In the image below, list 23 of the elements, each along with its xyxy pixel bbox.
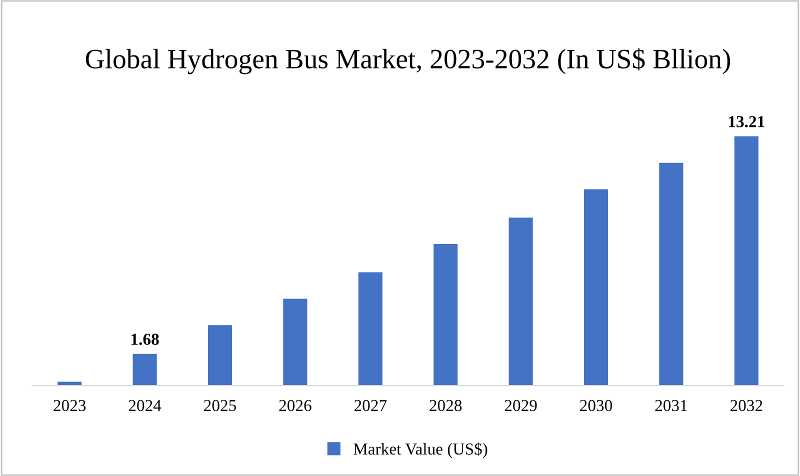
x-tick-label: 2032 — [730, 400, 762, 412]
x-tick-label: 2028 — [430, 400, 462, 412]
bar — [659, 162, 684, 386]
bar — [508, 218, 533, 386]
x-tick-label: 2031 — [655, 400, 687, 412]
bar — [734, 136, 758, 386]
chart-title: Global Hydrogen Bus Market, 2023-2032 (In US$ Bllion) — [86, 48, 730, 74]
x-tick-label: 2025 — [204, 400, 236, 412]
bar — [208, 325, 232, 386]
bar — [584, 189, 608, 386]
x-tick-label: 2023 — [54, 400, 86, 412]
bar — [434, 244, 458, 386]
x-tick-label: 2027 — [354, 400, 387, 412]
data-label: 13.21 — [728, 116, 764, 128]
x-tick-label: 2024 — [128, 400, 162, 412]
data-label: 1.68 — [132, 334, 159, 345]
bar — [283, 298, 308, 386]
x-tick-label: 2029 — [504, 400, 537, 412]
legend-label: Market Value (US$) — [354, 442, 488, 458]
bar — [132, 354, 157, 386]
bar — [358, 272, 382, 386]
x-tick-label: 2026 — [279, 400, 312, 412]
x-tick-label: 2030 — [580, 400, 612, 412]
